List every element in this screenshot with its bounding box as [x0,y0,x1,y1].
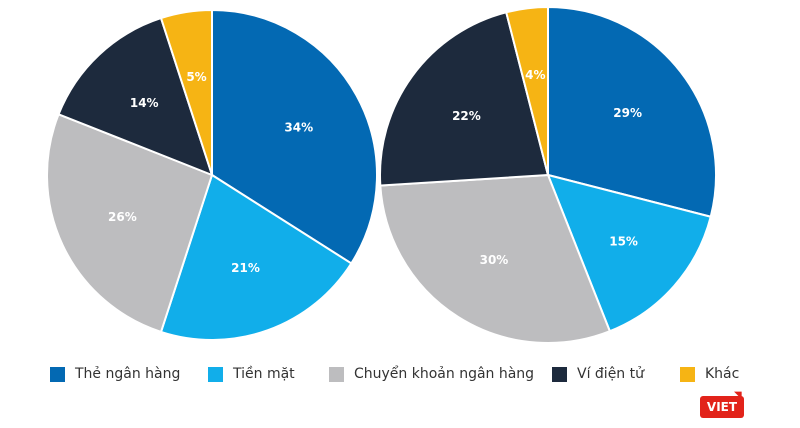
pie-slice-tien-mat [159,173,353,341]
pie-slice-khac [159,8,213,176]
pie-slice-khac [505,5,549,176]
legend-label-tien-mat: Tiền mặt [233,366,295,382]
logo-text: VIET [700,396,744,418]
pie-charts: 34% 21% 26% 14% 5% 29% 15% 30% 22% 4% [46,5,717,344]
legend-item-the-ngan-hang: Thẻ ngân hàng [50,366,180,382]
pie-label-chuyen-khoan-ngan-hang: 30% [480,253,509,267]
legend-swatch-chuyen-khoan [329,366,344,382]
legend-swatch-khac [680,366,695,382]
legend-item-chuyen-khoan: Chuyển khoản ngân hàng [329,366,534,382]
pie-slice-the-ngan-hang [547,5,717,218]
legend-swatch-the-ngan-hang [50,366,65,382]
pie-slice-vi-dien-tu [379,11,550,187]
pie-label-vi-dien-tu: 22% [452,109,481,123]
pie-label-the-ngan-hang: 34% [284,120,313,134]
pie-label-vi-dien-tu: 14% [130,96,159,110]
legend-swatch-vi-dien-tu [552,366,567,382]
legend-item-vi-dien-tu: Ví điện tử [552,366,644,382]
pie-slice-tien-mat [546,173,712,333]
viet-logo: VIET ◥ [700,390,744,418]
pie-slice-chuyen-khoan-ngan-hang [379,173,612,344]
legend-label-vi-dien-tu: Ví điện tử [577,366,644,382]
logo-mark-icon: ◥ [734,390,742,401]
pie-label-chuyen-khoan-ngan-hang: 26% [108,210,137,224]
pie-label-khac: 5% [186,70,206,84]
pie-label-tien-mat: 21% [231,261,260,275]
legend-label-the-ngan-hang: Thẻ ngân hàng [75,366,181,382]
legend-swatch-tien-mat [208,366,223,382]
pie-label-tien-mat: 15% [609,235,638,249]
legend-label-chuyen-khoan: Chuyển khoản ngân hàng [354,366,535,382]
legend-label-khac: Khác [705,366,740,382]
legend-item-tien-mat: Tiền mặt [208,366,295,382]
pie-label-the-ngan-hang: 29% [613,106,642,120]
legend-item-khac: Khác [680,366,739,382]
pie-label-khac: 4% [525,68,545,82]
pie-chart-2: 29% 15% 30% 22% 4% [379,5,717,344]
pie-chart-1: 34% 21% 26% 14% 5% [46,8,378,341]
pie-slice-chuyen-khoan-ngan-hang [46,112,214,334]
